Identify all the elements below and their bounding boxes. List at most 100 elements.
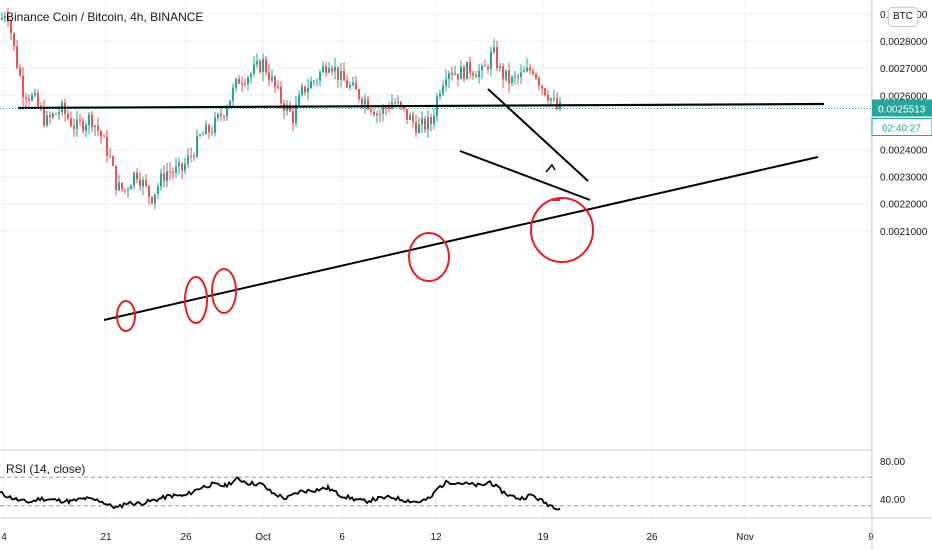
- candle: [256, 53, 258, 69]
- candle: [421, 111, 423, 134]
- candle: [415, 114, 417, 137]
- trendline: [487, 88, 589, 182]
- candle: [100, 129, 102, 144]
- candle: [43, 99, 45, 128]
- candle: [424, 116, 426, 134]
- candle: [250, 71, 252, 84]
- candle: [502, 63, 504, 89]
- candle: [238, 75, 240, 84]
- candle: [55, 112, 57, 115]
- x-tick-label: 26: [180, 532, 192, 543]
- candle: [280, 81, 282, 109]
- candle: [184, 157, 186, 175]
- candle: [115, 165, 117, 196]
- x-tick-label: 19: [537, 532, 549, 543]
- currency-button[interactable]: BTC: [888, 7, 918, 27]
- candle: [517, 73, 519, 85]
- candle: [322, 61, 324, 73]
- candle: [409, 112, 411, 120]
- candle: [232, 83, 234, 106]
- candle: [406, 108, 408, 124]
- rsi-level-label: 40.00: [880, 495, 905, 506]
- x-tick-label: Nov: [736, 532, 754, 543]
- candle: [148, 184, 150, 206]
- candle: [481, 62, 483, 80]
- candle: [13, 32, 15, 52]
- candle: [454, 65, 456, 76]
- candle: [487, 63, 489, 74]
- svg-text:0.0025513: 0.0025513: [878, 104, 926, 115]
- candle: [328, 62, 330, 74]
- candle: [298, 90, 300, 106]
- candle: [121, 182, 123, 192]
- y-tick-label: 0.0022000: [880, 200, 928, 211]
- candle: [532, 67, 534, 77]
- trendline: [17, 102, 825, 110]
- candle: [496, 40, 498, 71]
- rsi-label: RSI (14, close): [6, 462, 86, 476]
- candle: [202, 131, 204, 136]
- candle: [97, 117, 99, 137]
- candle: [190, 147, 192, 163]
- candle: [307, 78, 309, 101]
- grid: [0, 0, 872, 518]
- candle: [133, 171, 135, 190]
- candle: [88, 112, 90, 135]
- candle: [460, 60, 462, 80]
- current-price-label: 0.0025513 02:40:27: [871, 99, 932, 136]
- candle: [106, 129, 108, 163]
- candle: [355, 75, 357, 90]
- candle: [316, 78, 318, 87]
- candle: [472, 70, 474, 80]
- candle: [391, 94, 393, 110]
- candle: [283, 99, 285, 119]
- candle: [22, 66, 24, 107]
- candle: [325, 61, 327, 77]
- x-tick-label: 4: [1, 532, 7, 543]
- candle: [463, 64, 465, 82]
- candle: [475, 70, 477, 78]
- candle: [259, 58, 261, 74]
- candle: [373, 108, 375, 117]
- candle: [31, 92, 33, 102]
- y-tick-label: 0.0021000: [880, 227, 928, 238]
- candle: [337, 66, 339, 88]
- candle: [490, 46, 492, 77]
- candle: [214, 112, 216, 137]
- candle: [370, 108, 372, 115]
- candle: [172, 167, 174, 180]
- candle: [484, 59, 486, 67]
- candle: [82, 117, 84, 134]
- candle: [217, 112, 219, 122]
- candle: [91, 111, 93, 133]
- candle: [7, 8, 9, 27]
- candle: [262, 53, 264, 82]
- candle: [367, 96, 369, 111]
- candle: [364, 94, 366, 114]
- rsi-level-label: 80.00: [880, 457, 905, 468]
- candle: [265, 55, 267, 76]
- candle: [445, 69, 447, 92]
- trendline: [103, 156, 819, 321]
- candle: [244, 78, 246, 87]
- candle: [34, 88, 36, 98]
- candle: [340, 62, 342, 87]
- x-tick-label: 12: [430, 532, 442, 543]
- candle: [523, 65, 525, 73]
- candle: [112, 154, 114, 167]
- candle: [376, 110, 378, 124]
- candle: [160, 168, 162, 191]
- x-tick-label: 21: [100, 532, 112, 543]
- candle: [457, 73, 459, 87]
- candle: [379, 108, 381, 123]
- candle: [388, 102, 390, 113]
- countdown-label: 02:40:27: [882, 123, 921, 134]
- candle: [16, 39, 18, 70]
- candle: [76, 110, 78, 138]
- y-tick-label: 0.0023000: [880, 173, 928, 184]
- candle: [196, 129, 198, 158]
- candle: [553, 89, 555, 103]
- candle: [439, 89, 441, 101]
- candlestick-series: [1, 8, 561, 209]
